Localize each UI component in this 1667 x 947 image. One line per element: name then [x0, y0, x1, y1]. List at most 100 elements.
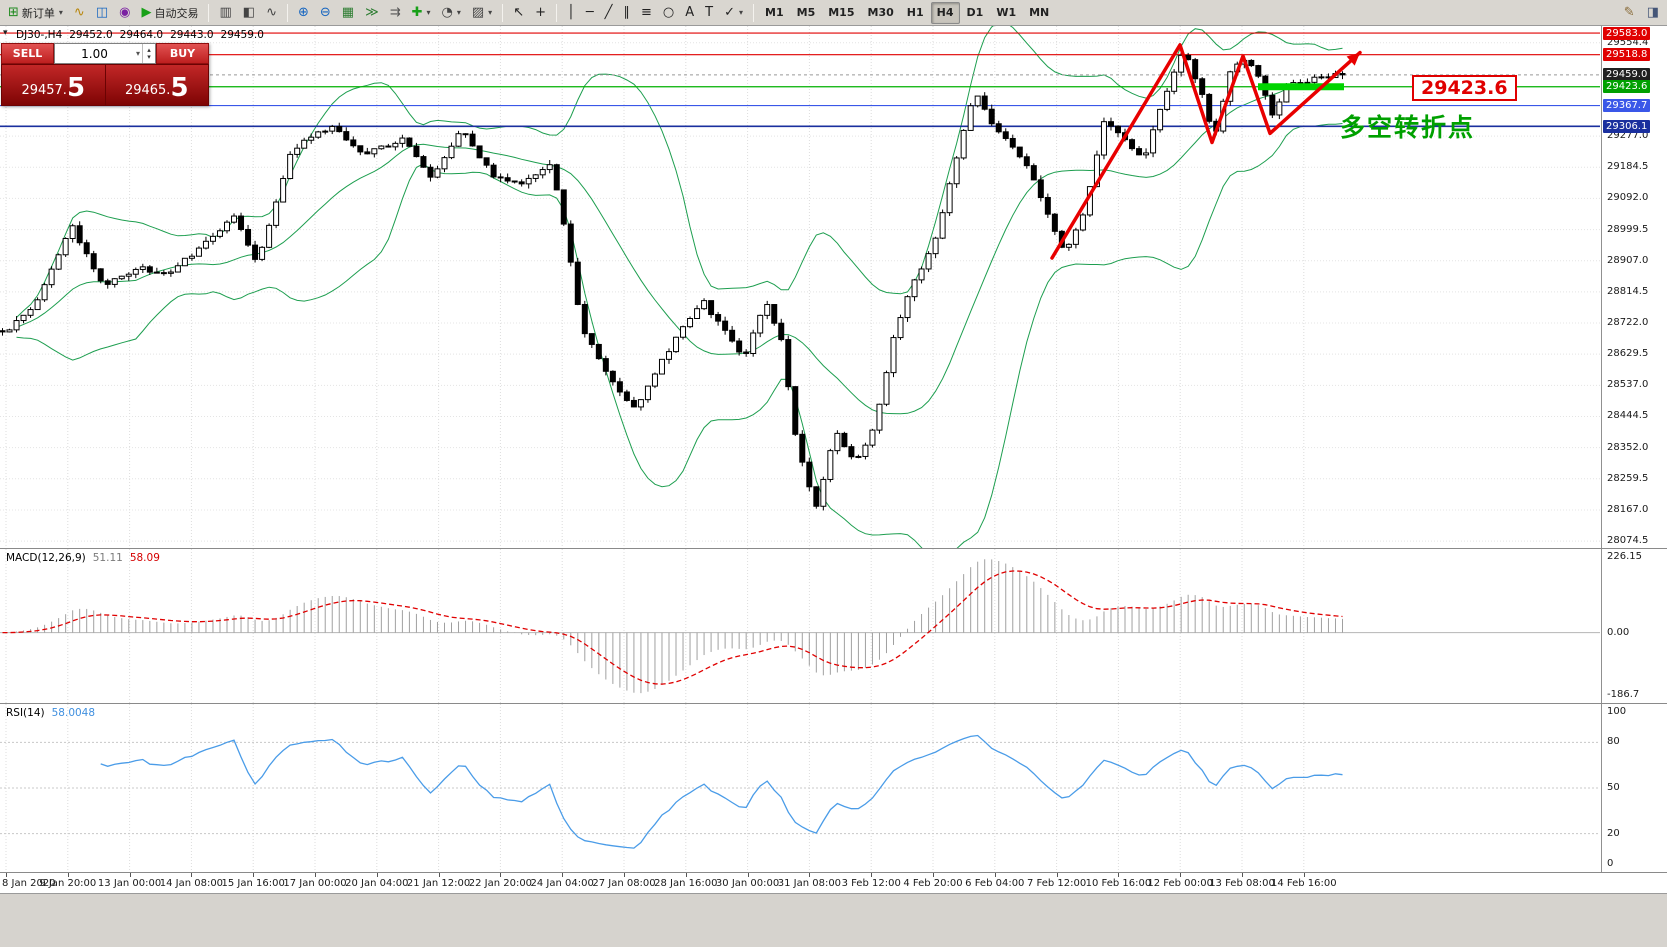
price-axis[interactable]: 29554.4 29277.0 29184.5 29092.0 28999.5 28907… [1601, 26, 1667, 548]
horizontal-line-button[interactable]: ─ [581, 2, 599, 24]
volume-stepper[interactable]: ▴ ▾ [142, 44, 155, 63]
templates-button[interactable]: ▨ ▾ [467, 2, 497, 24]
templates-icon: ▨ [471, 5, 485, 20]
chart-window-button[interactable]: ∿ [69, 2, 90, 24]
time-tick [376, 873, 378, 877]
timeframe-m30[interactable]: M30 [862, 2, 900, 24]
zoom-in-icon: ⊕ [297, 5, 309, 20]
timeframe-m1-label: M1 [765, 6, 784, 19]
time-label: 28 Jan 16:00 [654, 878, 718, 889]
price-tick-label: 28259.5 [1607, 472, 1649, 484]
auto-scroll-icon: ≫ [365, 5, 379, 20]
time-label: 9 Jan 20:00 [39, 878, 97, 889]
timeframe-mn[interactable]: MN [1023, 2, 1055, 24]
sell-price-button[interactable]: 29457. 5 [1, 64, 106, 106]
snapshot-button[interactable]: ◨ [1642, 2, 1664, 24]
new-order-button-label: 新订单 [21, 6, 55, 20]
macd-axis[interactable]: 226.15 0.00 -186.7 [1601, 549, 1667, 703]
time-tick [809, 873, 811, 877]
price-level-badge: 29518.8 [1603, 48, 1651, 62]
time-axis[interactable]: 8 Jan 2020 9 Jan 20:00 13 Jan 00:00 14 Jan … [0, 872, 1667, 893]
price-annotation-label[interactable]: 29423.6 [1412, 75, 1517, 101]
chart-shift-button[interactable]: ⇉ [385, 2, 406, 24]
macd-main-value: 51.11 [92, 552, 123, 564]
toolbar-separator [753, 3, 755, 22]
chart-canvas[interactable] [0, 26, 1601, 548]
rsi-tick-label: 20 [1607, 827, 1620, 839]
time-label: 22 Jan 20:00 [468, 878, 533, 889]
time-label: 31 Jan 08:00 [777, 878, 842, 889]
time-tick [1180, 873, 1182, 877]
arrows-icon: ✓ [724, 5, 735, 20]
turning-point-label[interactable]: 多空转折点 [1340, 113, 1476, 142]
close-value: 29459.0 [220, 29, 264, 41]
zoom-out-icon: ⊖ [319, 5, 331, 20]
rsi-panel: 100 80 50 20 0 RSI(14) 58.0048 [0, 703, 1667, 872]
cursor-button[interactable]: ↖ [508, 2, 529, 24]
timeframe-d1-label: D1 [966, 6, 984, 19]
line-chart-button[interactable]: ∿ [261, 2, 282, 24]
timeframe-w1[interactable]: W1 [990, 2, 1022, 24]
volume-dropdown-icon[interactable]: ▾ [135, 49, 140, 58]
rsi-canvas[interactable] [0, 704, 1601, 872]
macd-canvas[interactable] [0, 549, 1601, 703]
rsi-tick-label: 50 [1607, 782, 1620, 793]
timeframe-m15[interactable]: M15 [822, 2, 860, 24]
time-tick [191, 873, 193, 877]
toolbar-separator [208, 3, 210, 22]
price-tick-label: 29092.0 [1607, 192, 1649, 204]
fibonacci-button[interactable]: ≡ [636, 2, 657, 24]
price-tick-label: 29554.4 [1607, 36, 1649, 48]
vertical-line-button[interactable]: │ [562, 2, 580, 24]
channel-button[interactable]: ∥ [618, 2, 635, 24]
auto-scroll-button[interactable]: ≫ [360, 2, 384, 24]
arrows-button[interactable]: ✓ ▾ [719, 2, 748, 24]
crosshair-button[interactable]: + [530, 2, 551, 24]
sell-button[interactable]: SELL [1, 43, 54, 64]
volume-input[interactable]: 1.00 ▾ ▴ ▾ [54, 43, 156, 64]
candlestick-chart-icon: ◧ [242, 5, 256, 20]
timeframe-h1[interactable]: H1 [901, 2, 930, 24]
toolbar-separator [286, 3, 288, 22]
buy-button[interactable]: BUY [156, 43, 209, 64]
new-order-button[interactable]: ⊞ 新订单 ▾ [3, 2, 68, 24]
buy-price-main: 29465. [124, 82, 171, 98]
time-tick [994, 873, 996, 877]
status-bar [0, 893, 1667, 947]
timeframe-m1[interactable]: M1 [759, 2, 790, 24]
periods-button[interactable]: ◔ ▾ [437, 2, 466, 24]
open-value: 29452.0 [69, 29, 113, 41]
volume-value[interactable]: 1.00 [81, 46, 108, 61]
pencil-button[interactable]: ✎ [1619, 2, 1640, 24]
shapes-button[interactable]: ○ [658, 2, 679, 24]
zoom-out-button[interactable]: ⊖ [315, 2, 336, 24]
price-tick-label: 28352.0 [1607, 441, 1649, 453]
text-button[interactable]: A [680, 2, 699, 24]
label-button[interactable]: T [700, 2, 718, 24]
timeframe-h4[interactable]: H4 [930, 1, 960, 24]
time-tick [129, 873, 131, 877]
rsi-axis[interactable]: 100 80 50 20 0 [1601, 704, 1667, 872]
one-click-collapse-icon[interactable]: ▾ [3, 28, 8, 38]
dropdown-caret-icon: ▾ [456, 8, 461, 17]
tile-windows-button[interactable]: ▦ [337, 2, 359, 24]
time-tick [933, 873, 934, 877]
time-tick [253, 873, 255, 877]
time-tick [500, 873, 502, 877]
main-chart-panel: 29554.4 29277.0 29184.5 29092.0 28999.5 28907… [0, 26, 1667, 548]
indicators-button[interactable]: ✚ ▾ [407, 2, 436, 24]
bar-chart-button[interactable]: ▥ [214, 2, 236, 24]
timeframe-m5[interactable]: M5 [791, 2, 822, 24]
alerts-button[interactable]: ◉ [114, 2, 135, 24]
candlestick-chart-button[interactable]: ◧ [238, 2, 260, 24]
zoom-in-button[interactable]: ⊕ [293, 2, 314, 24]
timeframe-d1[interactable]: D1 [961, 2, 990, 24]
volume-up-button[interactable]: ▴ [147, 45, 151, 54]
profiles-button[interactable]: ◫ [91, 2, 113, 24]
buy-price-button[interactable]: 29465. 5 [105, 64, 209, 106]
volume-down-button[interactable]: ▾ [147, 52, 151, 61]
time-label: 27 Jan 08:00 [592, 878, 656, 889]
autotrading-button[interactable]: ▶ 自动交易 [136, 2, 203, 24]
macd-signal-value: 58.09 [129, 552, 160, 564]
trendline-button[interactable]: ╱ [600, 2, 618, 24]
